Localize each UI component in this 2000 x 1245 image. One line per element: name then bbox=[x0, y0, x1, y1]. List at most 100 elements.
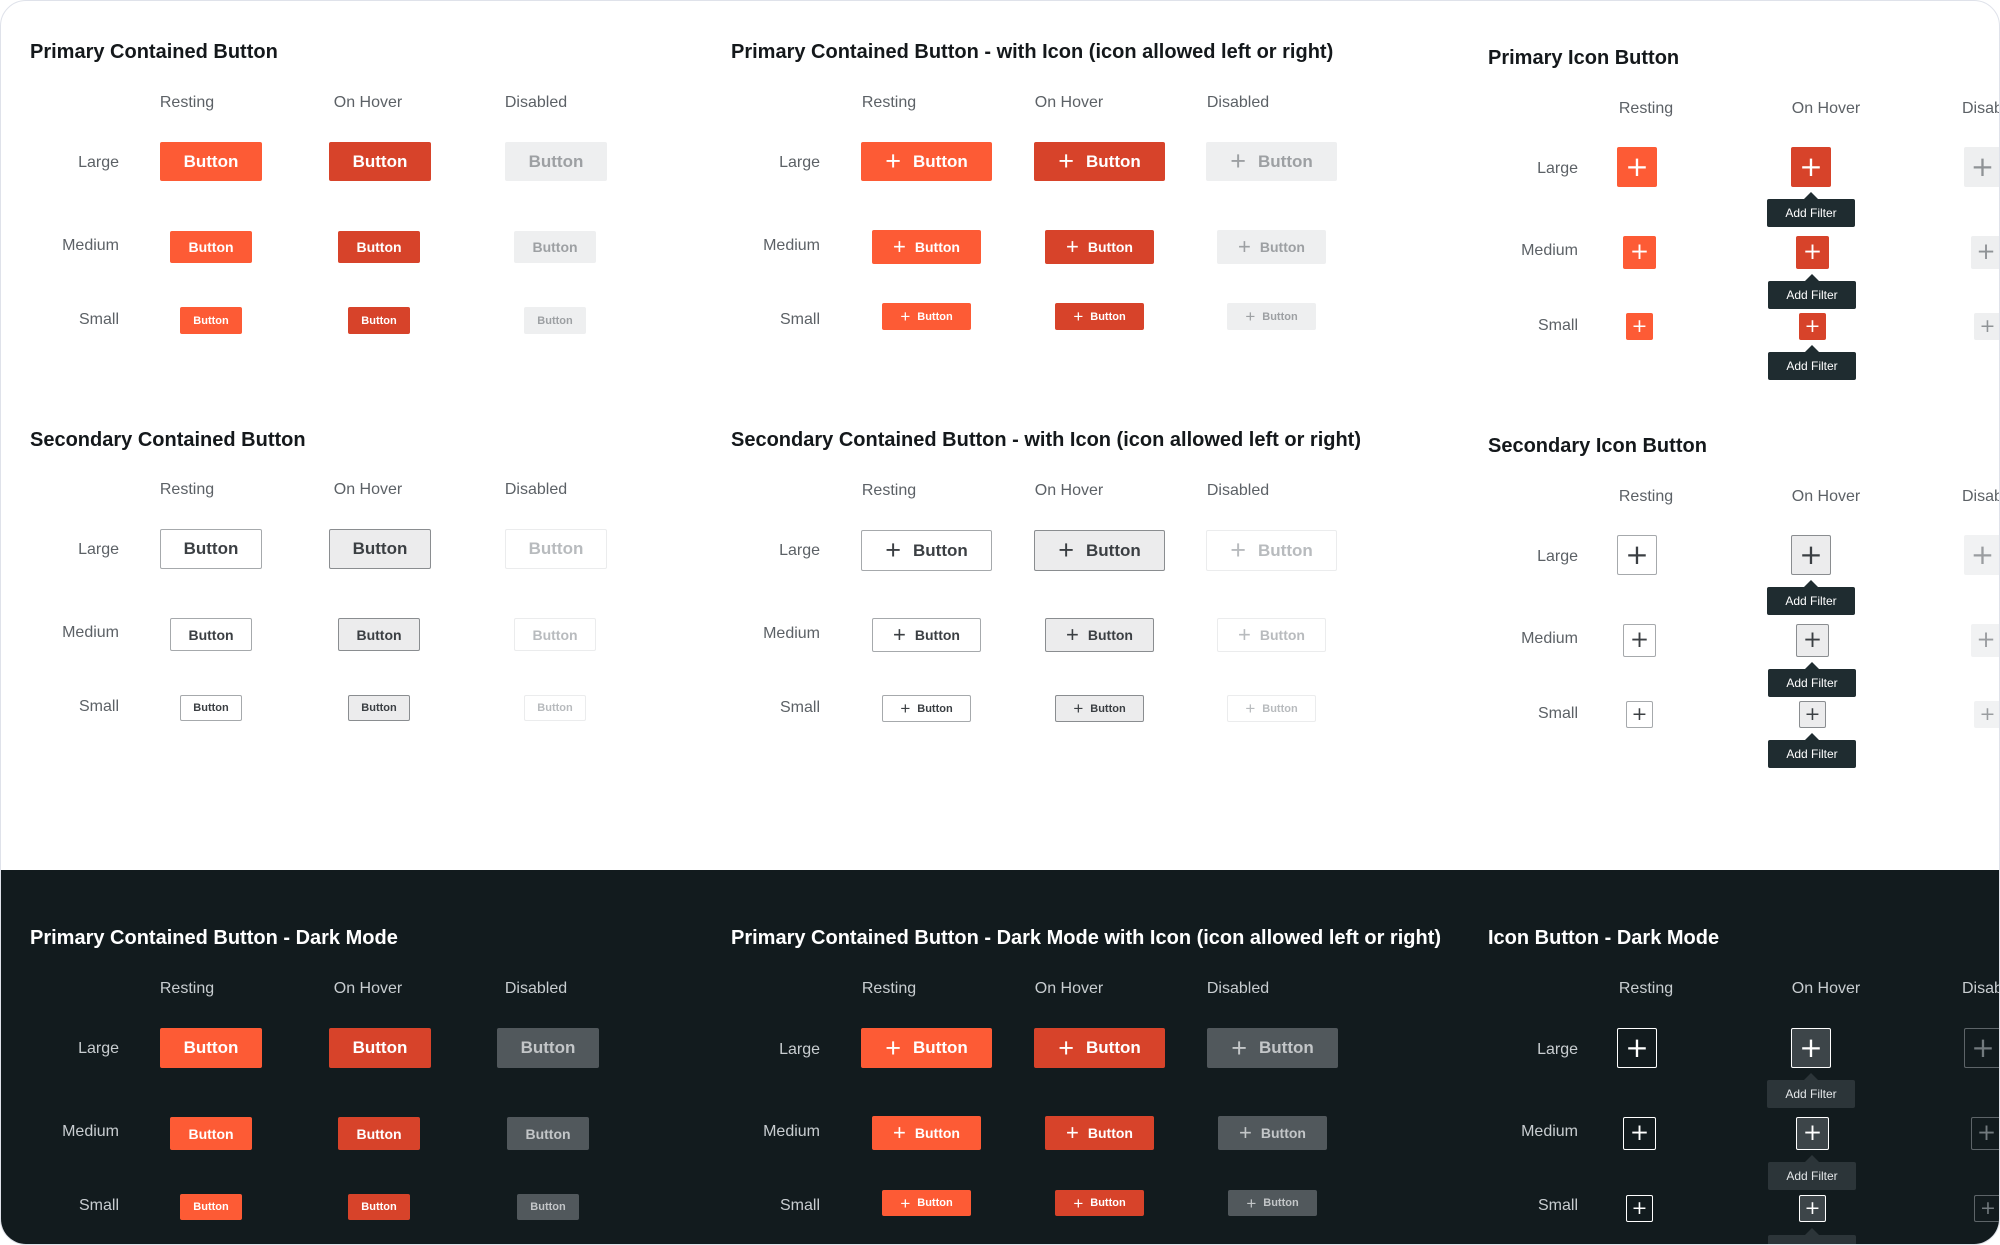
secondary-button-medium-hover[interactable]: Button bbox=[338, 618, 420, 651]
primary-icon-button-medium-resting[interactable]: + Button bbox=[872, 230, 981, 264]
dark-icon-button-medium-disabled[interactable]: + bbox=[1971, 1117, 1999, 1150]
dark-icon-button-small-disabled[interactable]: + Button bbox=[1228, 1190, 1317, 1216]
primary-icon-button-small-hover[interactable]: + bbox=[1799, 313, 1826, 340]
dark-primary-button-large-hover[interactable]: Button bbox=[329, 1028, 431, 1068]
dark-icon-button-large-hover[interactable]: + bbox=[1791, 1028, 1831, 1068]
secondary-button-large-disabled[interactable]: Button bbox=[505, 529, 607, 569]
primary-icon-button-small-resting[interactable]: + bbox=[1626, 313, 1653, 340]
dark-icon-button-small-disabled[interactable]: + bbox=[1974, 1195, 1999, 1222]
section-title-secondary-contained: Secondary Contained Button bbox=[30, 429, 306, 451]
primary-icon-button-large-resting[interactable]: + Button bbox=[861, 142, 992, 181]
secondary-icon-button-medium-resting[interactable]: + bbox=[1623, 624, 1656, 657]
secondary-icon-button-small-hover[interactable]: + Button bbox=[1055, 695, 1144, 722]
primary-icon-button-large-hover[interactable]: + Button bbox=[1034, 142, 1165, 181]
secondary-icon-button-medium-disabled[interactable]: + bbox=[1971, 624, 1999, 657]
plus-icon: + bbox=[1976, 239, 1996, 265]
primary-icon-button-large-disabled[interactable]: + bbox=[1964, 147, 1999, 187]
secondary-icon-button-small-hover[interactable]: + bbox=[1799, 701, 1826, 728]
primary-button-large-hover[interactable]: Button bbox=[329, 142, 431, 181]
button-label: Button bbox=[1090, 310, 1126, 323]
button-label: Button bbox=[917, 702, 953, 715]
plus-icon: + bbox=[1066, 622, 1079, 647]
secondary-button-medium-resting[interactable]: Button bbox=[170, 618, 252, 651]
dark-icon-button-medium-resting[interactable]: + Button bbox=[872, 1116, 981, 1150]
secondary-icon-button-medium-disabled[interactable]: + Button bbox=[1217, 618, 1326, 652]
primary-button-small-resting[interactable]: Button bbox=[180, 307, 242, 334]
primary-icon-button-small-disabled[interactable]: + Button bbox=[1227, 303, 1316, 330]
secondary-button-medium-disabled[interactable]: Button bbox=[514, 618, 596, 651]
secondary-icon-button-medium-hover[interactable]: + bbox=[1796, 624, 1829, 657]
secondary-icon-button-small-disabled[interactable]: + Button bbox=[1227, 695, 1316, 722]
primary-icon-button-medium-hover[interactable]: + bbox=[1796, 236, 1829, 269]
dark-primary-button-small-hover[interactable]: Button bbox=[348, 1194, 410, 1220]
primary-icon-button-medium-resting[interactable]: + bbox=[1623, 236, 1656, 269]
dark-icon-button-medium-hover[interactable]: + bbox=[1796, 1117, 1829, 1150]
button-label: Button bbox=[1260, 1125, 1306, 1141]
dark-icon-button-large-disabled[interactable]: + Button bbox=[1207, 1028, 1338, 1068]
plus-icon: + bbox=[1058, 1032, 1074, 1063]
secondary-icon-button-medium-resting[interactable]: + Button bbox=[872, 618, 981, 652]
primary-icon-button-large-resting[interactable]: + bbox=[1617, 147, 1657, 187]
primary-icon-button-medium-disabled[interactable]: + bbox=[1971, 236, 1999, 269]
dark-icon-button-medium-resting[interactable]: + bbox=[1623, 1117, 1656, 1150]
secondary-button-small-resting[interactable]: Button bbox=[180, 695, 242, 721]
secondary-icon-button-small-disabled[interactable]: + bbox=[1974, 701, 1999, 728]
row-label-small: Small bbox=[78, 1197, 119, 1214]
dark-icon-button-large-disabled[interactable]: + bbox=[1964, 1028, 1999, 1068]
secondary-button-small-hover[interactable]: Button bbox=[348, 695, 410, 721]
tooltip-add-filter: Add Filter bbox=[1767, 192, 1855, 227]
dark-icon-button-medium-hover[interactable]: + Button bbox=[1045, 1116, 1154, 1150]
section-title-dark-contained: Primary Contained Button - Dark Mode bbox=[30, 927, 398, 949]
primary-button-small-disabled[interactable]: Button bbox=[524, 307, 586, 334]
dark-icon-button-large-hover[interactable]: + Button bbox=[1034, 1028, 1165, 1068]
secondary-icon-button-small-resting[interactable]: + Button bbox=[882, 695, 971, 722]
primary-icon-button-small-hover[interactable]: + Button bbox=[1055, 303, 1144, 330]
dark-primary-button-medium-hover[interactable]: Button bbox=[338, 1117, 420, 1150]
dark-primary-button-small-disabled[interactable]: Button bbox=[517, 1194, 579, 1220]
secondary-icon-button-large-resting[interactable]: + bbox=[1617, 535, 1657, 575]
row-label-small: Small bbox=[78, 698, 119, 715]
primary-button-small-hover[interactable]: Button bbox=[348, 307, 410, 334]
button-label: Button bbox=[917, 310, 953, 323]
plus-icon: + bbox=[1979, 315, 1996, 337]
primary-button-large-resting[interactable]: Button bbox=[160, 142, 262, 181]
dark-icon-button-small-resting[interactable]: + bbox=[1626, 1195, 1653, 1222]
secondary-icon-button-large-hover[interactable]: + bbox=[1791, 535, 1831, 575]
dark-icon-button-small-hover[interactable]: + Button bbox=[1055, 1190, 1144, 1216]
primary-icon-button-medium-disabled[interactable]: + Button bbox=[1217, 230, 1326, 264]
primary-icon-button-large-hover[interactable]: + bbox=[1791, 147, 1831, 187]
dark-primary-button-small-resting[interactable]: Button bbox=[180, 1194, 242, 1220]
secondary-icon-button-large-hover[interactable]: + Button bbox=[1034, 530, 1165, 571]
dark-icon-button-small-resting[interactable]: + Button bbox=[882, 1190, 971, 1216]
secondary-icon-button-large-disabled[interactable]: + Button bbox=[1206, 530, 1337, 571]
primary-icon-button-small-resting[interactable]: + Button bbox=[882, 303, 971, 330]
dark-icon-button-small-hover[interactable]: + bbox=[1799, 1195, 1826, 1222]
dark-icon-button-large-resting[interactable]: + Button bbox=[861, 1028, 992, 1068]
dark-icon-button-medium-disabled[interactable]: + Button bbox=[1218, 1116, 1327, 1150]
section-title-dark-icon: Icon Button - Dark Mode bbox=[1488, 927, 1720, 949]
row-label-large: Large bbox=[78, 154, 119, 171]
secondary-button-large-hover[interactable]: Button bbox=[329, 529, 431, 569]
secondary-icon-button-medium-hover[interactable]: + Button bbox=[1045, 618, 1154, 652]
secondary-button-large-resting[interactable]: Button bbox=[160, 529, 262, 569]
primary-icon-button-medium-hover[interactable]: + Button bbox=[1045, 230, 1154, 264]
dark-primary-button-large-resting[interactable]: Button bbox=[160, 1028, 262, 1068]
secondary-icon-button-small-resting[interactable]: + bbox=[1626, 701, 1653, 728]
plus-icon: + bbox=[900, 1193, 911, 1213]
primary-button-large-disabled[interactable]: Button bbox=[505, 142, 607, 181]
primary-button-medium-hover[interactable]: Button bbox=[338, 231, 420, 263]
dark-primary-button-medium-resting[interactable]: Button bbox=[170, 1117, 252, 1150]
button-label: Button bbox=[914, 1125, 960, 1141]
primary-button-medium-resting[interactable]: Button bbox=[170, 231, 252, 263]
tooltip-add-filter: Add Filter bbox=[1768, 733, 1856, 768]
dark-icon-button-large-resting[interactable]: + bbox=[1617, 1028, 1657, 1068]
dark-primary-button-medium-disabled[interactable]: Button bbox=[507, 1117, 589, 1150]
primary-icon-button-small-disabled[interactable]: + bbox=[1974, 313, 1999, 340]
primary-icon-button-large-disabled[interactable]: + Button bbox=[1206, 142, 1337, 181]
plus-icon: + bbox=[1238, 234, 1251, 259]
secondary-button-small-disabled[interactable]: Button bbox=[524, 695, 586, 721]
primary-button-medium-disabled[interactable]: Button bbox=[514, 231, 596, 263]
dark-primary-button-large-disabled[interactable]: Button bbox=[497, 1028, 599, 1068]
secondary-icon-button-large-resting[interactable]: + Button bbox=[861, 530, 992, 571]
secondary-icon-button-large-disabled[interactable]: + bbox=[1964, 535, 1999, 575]
